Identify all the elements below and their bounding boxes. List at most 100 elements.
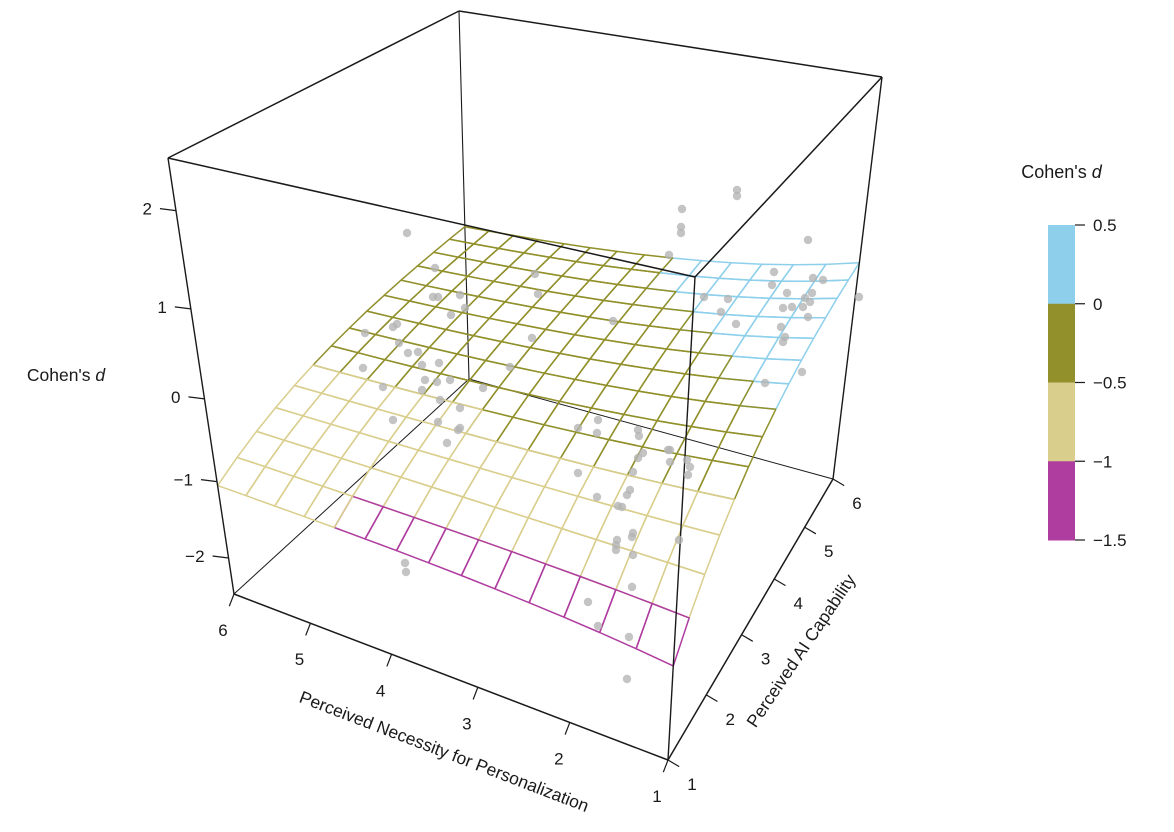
- surface-facet: [330, 400, 379, 434]
- surface-facet: [466, 261, 510, 283]
- data-point: [611, 545, 621, 555]
- data-point: [433, 292, 443, 302]
- data-point: [676, 228, 686, 238]
- tick-mark-z: [159, 207, 177, 212]
- tick-label: 3: [462, 714, 471, 733]
- data-point: [505, 362, 515, 372]
- surface-facet: [598, 588, 653, 650]
- data-point: [401, 567, 411, 577]
- tick-label: 2: [726, 710, 735, 729]
- surface-facet: [477, 506, 529, 553]
- data-point: [624, 632, 634, 642]
- data-point: [665, 457, 675, 467]
- tick-label: 0: [171, 388, 180, 407]
- data-point: [360, 328, 370, 338]
- surface-facet: [492, 266, 536, 288]
- surface-facet: [439, 353, 487, 382]
- data-point: [682, 455, 692, 465]
- data-point: [663, 445, 673, 455]
- data-point: [803, 312, 813, 322]
- tick-label: −0.5: [1093, 374, 1127, 393]
- tick-mark-x: [305, 623, 311, 636]
- tick-label: 4: [376, 681, 385, 700]
- data-point: [622, 490, 632, 500]
- data-point: [433, 417, 443, 427]
- surface-facet: [516, 306, 562, 331]
- data-point: [533, 289, 543, 299]
- data-point: [803, 235, 813, 245]
- data-point: [592, 492, 602, 502]
- surface-facet: [383, 279, 427, 302]
- data-point: [633, 453, 643, 463]
- data-point: [677, 204, 687, 214]
- data-point: [798, 302, 808, 312]
- legend-band-olive: [1048, 303, 1075, 383]
- data-point: [699, 292, 709, 302]
- data-point: [769, 267, 779, 277]
- data-point: [417, 360, 427, 370]
- data-point: [723, 294, 733, 304]
- data-point: [716, 307, 726, 317]
- data-point: [358, 363, 368, 373]
- tick-label: 6: [852, 494, 861, 513]
- box-edge-top-back-right: [458, 10, 883, 78]
- surface-facet: [477, 280, 521, 303]
- data-point: [388, 322, 398, 332]
- surface-facet: [543, 352, 591, 381]
- surface-facet: [482, 247, 525, 268]
- tick-label: 3: [761, 650, 770, 669]
- tick-mark-x: [386, 654, 393, 667]
- data-point: [622, 674, 632, 684]
- tick-label: −1: [174, 471, 193, 490]
- data-point: [455, 290, 465, 300]
- surface-facet: [500, 323, 547, 349]
- surface-facet: [495, 416, 545, 451]
- data-point: [417, 385, 427, 395]
- tick-mark-x: [662, 759, 669, 773]
- surface-facet: [705, 277, 751, 298]
- data-point: [805, 297, 815, 307]
- surface-facet: [427, 527, 480, 577]
- tick-label: 5: [824, 542, 833, 561]
- surface-facet: [312, 345, 359, 374]
- legend-colorbar: 0.5 0 −0.5 −1 −1.5 Cohen's d: [1021, 162, 1126, 550]
- surface-facet: [497, 366, 546, 396]
- scatter-points: [358, 185, 864, 684]
- surface-facet: [348, 378, 396, 410]
- data-point: [676, 222, 686, 232]
- tick-mark-x: [228, 593, 235, 607]
- data-point: [430, 263, 440, 273]
- data-point: [593, 415, 603, 425]
- tick-label: 6: [218, 621, 227, 640]
- box-edge-bottom-back-right: [468, 378, 834, 480]
- surface-facet: [579, 538, 633, 591]
- surface-facet: [460, 539, 513, 590]
- surface-facet: [432, 238, 475, 258]
- surface-facet: [559, 431, 610, 468]
- data-point: [435, 395, 445, 405]
- surface-facet: [391, 300, 437, 325]
- data-point: [778, 303, 788, 313]
- surface-facet: [510, 517, 563, 565]
- tick-mark-y: [804, 526, 817, 535]
- surface-wireframe: [216, 225, 861, 667]
- surface-facet: [382, 476, 433, 519]
- surface-facet: [401, 322, 447, 349]
- data-point: [627, 582, 637, 592]
- surface-facet: [512, 393, 561, 426]
- tick-mark-x: [564, 722, 571, 735]
- tick-mark-y: [705, 694, 718, 702]
- tick-label: 0.5: [1093, 216, 1117, 235]
- box-edge-axis-necessity: [233, 593, 669, 761]
- surface-facet: [577, 466, 629, 507]
- surface-facet: [508, 252, 551, 273]
- surface-facet: [465, 408, 514, 443]
- surface-facet: [428, 328, 475, 355]
- surface-facet: [357, 333, 403, 361]
- data-point: [767, 280, 777, 290]
- data-point: [403, 348, 413, 358]
- box-edge-vertical-left: [167, 157, 235, 595]
- tick-label: 1: [652, 787, 661, 806]
- surface-facet: [425, 270, 469, 292]
